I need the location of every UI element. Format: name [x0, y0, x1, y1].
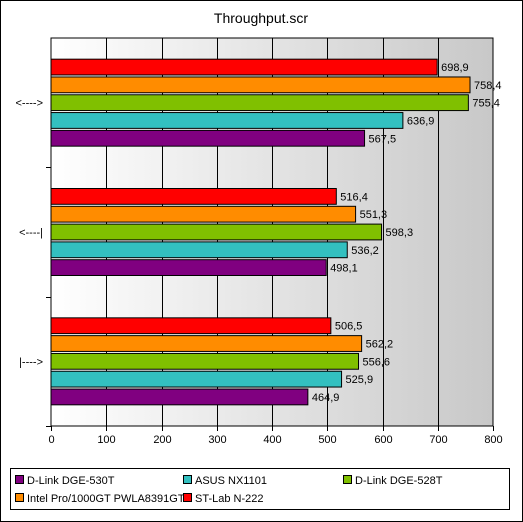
category-label: <----|	[19, 227, 43, 239]
x-axis-ticks: 0 100 200 300 400 500 600 700 800	[48, 426, 503, 446]
data-label: 556,6	[363, 356, 391, 368]
data-label: 516,4	[340, 191, 368, 203]
legend-swatch	[343, 475, 352, 484]
legend: D-Link DGE-530T ASUS NX1101 D-Link DGE-5…	[10, 468, 510, 510]
bars	[50, 58, 471, 406]
chart-title: Throughput.scr	[214, 10, 308, 26]
legend-item-asus-nx1101: ASUS NX1101	[183, 475, 267, 488]
data-labels: 698,9 758,4 755,4 636,9 567,5 516,4 551,3 598,3…	[312, 62, 502, 404]
data-label: 506,5	[335, 321, 363, 333]
data-label: 758,4	[474, 80, 502, 92]
x-tick-label: 600	[374, 434, 392, 446]
bar	[50, 76, 471, 94]
legend-item-intel-pro: Intel Pro/1000GT PWLA8391GT	[15, 493, 185, 506]
legend-item-dlink-530t: D-Link DGE-530T	[15, 475, 114, 488]
bar	[50, 241, 348, 259]
x-tick-label: 100	[97, 434, 115, 446]
data-label: 755,4	[472, 98, 500, 110]
bar	[50, 129, 366, 147]
data-label: 551,3	[360, 209, 388, 221]
bar	[50, 223, 383, 241]
legend-swatch	[183, 475, 192, 484]
bar	[50, 259, 327, 277]
data-label: 562,2	[366, 339, 394, 351]
category-label: |---->	[19, 356, 43, 368]
x-tick-label: 800	[484, 434, 502, 446]
legend-swatch	[183, 493, 192, 502]
data-label: 464,9	[312, 392, 340, 404]
category-label: <---->	[16, 98, 44, 110]
bar	[50, 335, 363, 352]
bar	[50, 388, 309, 406]
x-tick-label: 200	[153, 434, 171, 446]
data-label: 536,2	[351, 245, 379, 257]
category-labels: <----> <----| |---->	[16, 98, 51, 427]
bar	[50, 370, 343, 388]
bar	[50, 112, 404, 129]
bar	[50, 188, 337, 205]
x-tick-label: 300	[208, 434, 226, 446]
legend-item-dlink-528t: D-Link DGE-528T	[343, 475, 442, 488]
bar	[50, 94, 469, 112]
data-label: 636,9	[407, 115, 435, 127]
x-tick-label: 700	[429, 434, 447, 446]
x-tick-label: 0	[48, 434, 54, 446]
data-label: 525,9	[346, 374, 374, 386]
data-label: 598,3	[386, 227, 414, 239]
x-tick-label: 400	[263, 434, 281, 446]
bar	[50, 352, 360, 370]
legend-item-stlab: ST-Lab N-222	[183, 493, 263, 506]
data-label: 698,9	[441, 62, 469, 74]
bar	[50, 205, 357, 223]
legend-swatch	[15, 493, 24, 502]
x-tick-label: 500	[318, 434, 336, 446]
data-label: 498,1	[330, 263, 358, 275]
legend-swatch	[15, 475, 24, 484]
bar	[50, 317, 332, 335]
bar	[50, 58, 438, 76]
data-label: 567,5	[369, 133, 397, 145]
